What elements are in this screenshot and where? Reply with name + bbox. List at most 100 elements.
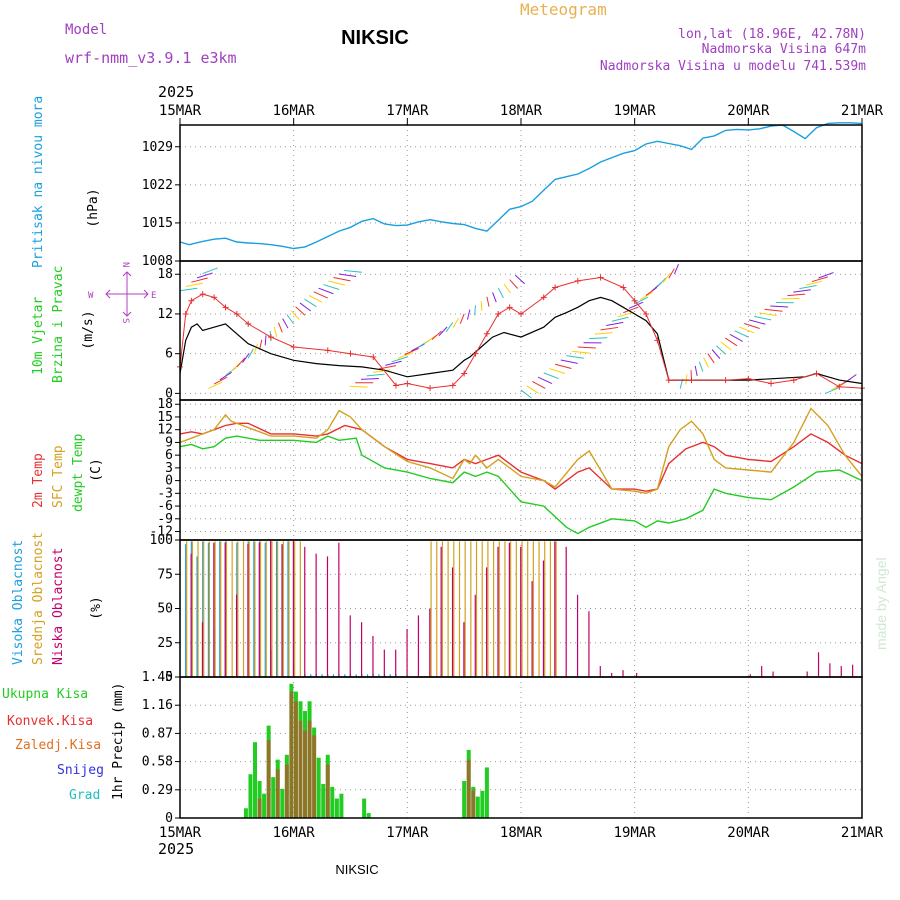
wind-barb	[589, 337, 608, 339]
precip-ytick-label: 1.16	[142, 698, 173, 713]
wind-barb	[290, 310, 300, 320]
temperature-ytick-label: -12	[150, 525, 173, 540]
wind-barb	[247, 348, 254, 359]
cloud-unit: (%)	[89, 596, 104, 619]
wind-barb	[744, 322, 760, 329]
wind-barb	[344, 270, 362, 273]
wind-barb	[668, 268, 675, 279]
legend-total: Ukupna Kisa	[2, 687, 88, 702]
precip-bar-conv_precip	[466, 759, 471, 818]
wind-label-1: 10m Vjetar	[31, 297, 46, 375]
temperature-ytick-label: 9	[165, 435, 173, 450]
cloud-label-high: Visoka Oblacnost	[11, 540, 26, 665]
wind-gust-marker	[233, 310, 240, 317]
wind-barb	[308, 295, 323, 303]
precip-bar-total_precip	[280, 788, 285, 818]
wind-gust-marker	[427, 385, 434, 392]
wind-gust-marker	[813, 370, 820, 377]
year-top: 2025	[158, 83, 194, 101]
temp-unit: (C)	[89, 458, 104, 481]
wind-gust-marker	[597, 274, 604, 281]
pressure-label: Pritisak na nivou mora	[31, 96, 46, 268]
wind-barb	[282, 318, 289, 329]
wind-barb	[623, 306, 639, 314]
wind-barb	[739, 326, 755, 334]
time-tick-bottom: 21MAR	[841, 825, 884, 841]
temp-label-2m: 2m Temp	[31, 453, 46, 508]
wind-barb	[333, 277, 351, 282]
precip-bar-conv_precip	[471, 790, 476, 818]
temperature-ytick-label: -6	[157, 499, 173, 514]
temperature-ytick-label: 12	[157, 423, 173, 438]
wind-barb	[781, 297, 800, 300]
precip-bar-total_precip	[248, 774, 253, 818]
clouds-ytick-label: 100	[150, 533, 173, 548]
wind-gust-marker	[347, 350, 354, 357]
wind-barb	[295, 306, 306, 316]
wind-barb	[606, 321, 624, 327]
wind-barb	[299, 302, 312, 312]
precip-bar-total_precip	[330, 786, 335, 818]
wind-barb	[694, 365, 698, 376]
temp-label-sfc: SFC Temp	[51, 445, 66, 508]
wind-barb	[811, 276, 829, 283]
wind-barb	[729, 333, 743, 342]
wind-barb	[474, 305, 477, 316]
footer-station: NIKSIC	[335, 862, 378, 877]
wind-barb	[264, 335, 267, 346]
model-altitude-text: Nadmorska Visina u modelu 741.539m	[600, 59, 866, 74]
wind-gust-marker	[631, 297, 638, 304]
time-tick-bottom: 16MAR	[273, 825, 316, 841]
wind-barb	[391, 356, 408, 363]
precip-bar-conv_precip	[257, 798, 262, 818]
wind-gust-marker	[222, 304, 229, 311]
time-tick-bottom: 20MAR	[727, 825, 770, 841]
wind-barb	[537, 376, 553, 384]
wind-gust-marker	[506, 304, 513, 311]
pressure-ytick-label: 1022	[142, 178, 173, 193]
wind-barb	[566, 355, 584, 359]
wind-barb	[185, 282, 203, 287]
wind-barb	[313, 291, 328, 299]
station-title: NIKSIC	[341, 27, 409, 49]
wind-barb	[242, 353, 250, 363]
wind-barb	[526, 385, 539, 394]
wind-barb	[349, 385, 368, 388]
wind-barb	[452, 318, 459, 329]
precip-bar-total_precip	[271, 777, 276, 818]
wind-barb	[611, 316, 629, 322]
wind-barb	[818, 272, 834, 279]
compass-s: S	[120, 318, 130, 323]
wind-gust-marker	[722, 377, 729, 384]
wind-gust-marker	[483, 330, 490, 337]
compass-rose: N W E S	[88, 262, 156, 323]
temperature-ytick-label: 3	[165, 461, 173, 476]
precip-bar-total_precip	[462, 781, 467, 818]
wind-barb	[600, 326, 619, 331]
precip-bar-total_precip	[262, 793, 267, 818]
precip-bar-total_precip	[480, 790, 485, 818]
wind-barb	[278, 322, 283, 333]
wind-gust-marker	[574, 277, 581, 284]
wind-barb	[754, 315, 772, 321]
precip-ytick-label: 0.58	[142, 755, 173, 770]
wind-barb	[759, 312, 777, 317]
wind-barb	[253, 344, 259, 355]
wind-barb	[438, 326, 448, 337]
precip-bar-total_precip	[484, 767, 489, 818]
wind-gust-marker	[654, 337, 661, 344]
wind-barb	[492, 292, 497, 303]
clouds-ytick-label: 75	[157, 567, 173, 582]
wind-barb	[466, 309, 471, 320]
wind-gust-marker	[665, 377, 672, 384]
wind-gust-marker	[199, 291, 206, 298]
wind-gust-marker	[540, 294, 547, 301]
wind-ytick-label: 0	[165, 386, 173, 401]
legend-snow: Snijeg	[57, 763, 104, 778]
wind-barb	[662, 272, 671, 283]
wind-barb	[805, 280, 823, 286]
wind-barb	[577, 346, 596, 349]
wind-gust-marker	[688, 377, 695, 384]
time-tick-top: 16MAR	[273, 103, 316, 119]
